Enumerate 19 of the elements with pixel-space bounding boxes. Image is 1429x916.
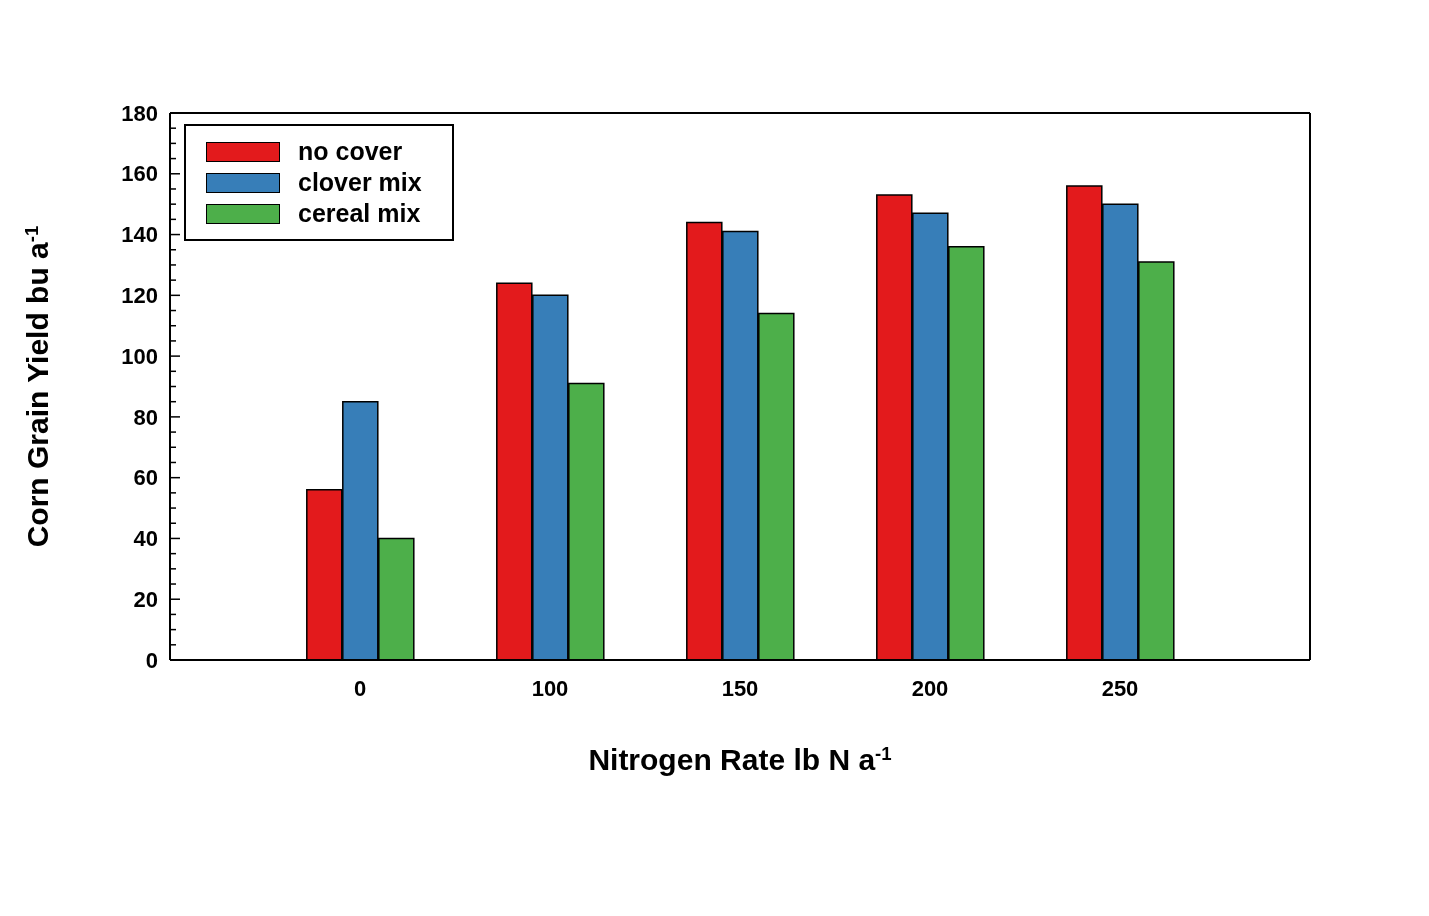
y-tick-label: 180 (121, 100, 158, 126)
x-tick-label: 100 (531, 675, 569, 701)
y-tick-label: 140 (121, 222, 158, 248)
legend-label: clover mix (298, 168, 422, 197)
x-tick-label: 200 (911, 675, 949, 701)
y-tick-label: 0 (145, 647, 158, 673)
y-tick-label: 80 (133, 404, 158, 430)
legend-label: cereal mix (298, 199, 421, 228)
x-tick-label: 0 (353, 675, 367, 701)
x-tick-label: 250 (1101, 675, 1139, 701)
y-tick-label: 100 (121, 343, 158, 369)
y-tick-label: 40 (133, 526, 158, 552)
x-tick-label: 150 (721, 675, 759, 701)
y-tick-label: 20 (133, 586, 158, 612)
y-tick-label: 160 (121, 161, 158, 187)
y-tick-label: 120 (121, 283, 158, 309)
x-axis-title: Nitrogen Rate lb N a$^{-1}$ (588, 742, 892, 776)
y-tick-label: 60 (133, 465, 158, 491)
legend-label: no cover (298, 137, 403, 166)
